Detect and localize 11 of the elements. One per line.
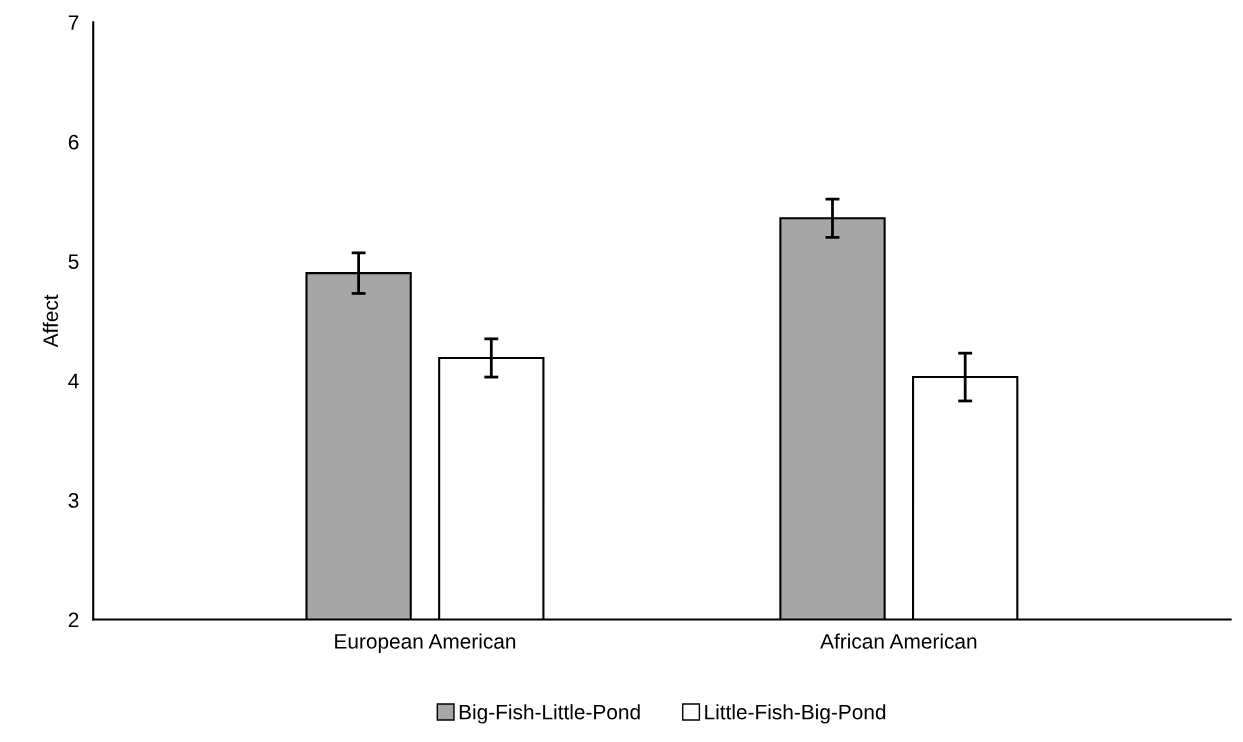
legend-label: Little-Fish-Big-Pond: [705, 704, 886, 724]
y-tick-label: 5: [68, 254, 79, 269]
x-tick-label: European American: [335, 633, 516, 653]
x-tick-label: African American: [820, 633, 977, 649]
y-tick-label: 6: [68, 134, 79, 150]
y-tick-label: 7: [68, 15, 79, 30]
legend-label: Big-Fish-Little-Pond: [459, 704, 640, 724]
y-tick-label: 2: [68, 612, 79, 628]
y-tick-label: 4: [68, 373, 79, 389]
y-axis-title: Affect: [42, 294, 59, 348]
y-tick-label: 3: [68, 493, 79, 508]
